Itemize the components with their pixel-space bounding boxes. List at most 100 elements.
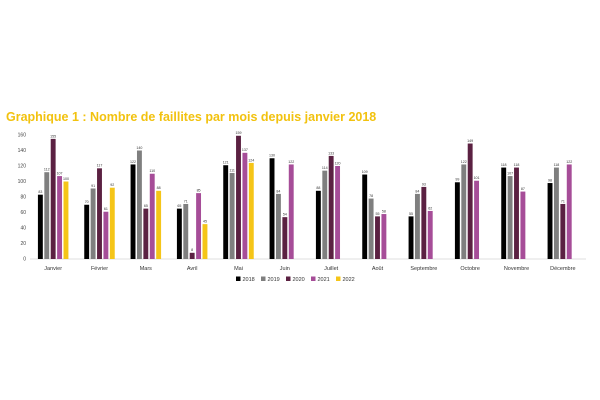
data-label: 93: [422, 182, 426, 186]
data-label: 84: [276, 189, 280, 193]
category-label: Octobre: [460, 266, 480, 272]
y-tick-label: 100: [18, 179, 27, 185]
bar-2020: [97, 168, 102, 259]
legend-label: 2020: [293, 277, 305, 283]
bar-2020: [143, 208, 149, 259]
data-label: 149: [467, 139, 473, 143]
bar-2020: [328, 155, 334, 259]
bar-2021: [57, 176, 63, 259]
bar-2019: [553, 167, 559, 259]
bar-2019: [322, 170, 328, 259]
bar-2019: [275, 193, 281, 259]
bar-2018: [269, 158, 275, 259]
bar-2018: [84, 204, 90, 259]
data-label: 65: [144, 204, 148, 208]
data-label: 130: [269, 154, 275, 158]
bar-2021: [196, 193, 202, 259]
y-tick-label: 0: [23, 257, 26, 263]
data-label: 83: [38, 190, 42, 194]
bar-2020: [421, 186, 427, 259]
bar-2021: [149, 173, 155, 259]
bar-2021: [335, 166, 341, 259]
y-tick-label: 20: [20, 241, 26, 247]
data-label: 85: [197, 189, 201, 193]
y-tick-label: 160: [18, 133, 27, 139]
data-label: 155: [50, 134, 56, 138]
data-label: 110: [149, 169, 155, 173]
category-label: Mai: [234, 266, 243, 272]
data-label: 107: [57, 171, 63, 175]
y-tick-label: 120: [18, 164, 27, 170]
category-label: Mars: [140, 266, 152, 272]
bar-2018: [315, 190, 321, 259]
data-label: 91: [91, 184, 95, 188]
data-label: 118: [501, 163, 507, 167]
data-label: 122: [288, 160, 294, 164]
data-label: 120: [335, 161, 341, 165]
data-label: 122: [130, 160, 136, 164]
bar-2018: [362, 174, 368, 259]
data-label: 55: [409, 212, 413, 216]
data-label: 137: [242, 148, 248, 152]
bar-2020: [514, 167, 519, 259]
bar-2021: [520, 191, 526, 259]
legend-label: 2019: [268, 277, 280, 283]
category-label: Février: [91, 266, 108, 272]
category-label: Janvier: [44, 266, 62, 272]
data-label: 118: [514, 163, 520, 167]
data-label: 62: [428, 206, 432, 210]
data-label: 112: [44, 168, 50, 172]
data-label: 122: [461, 160, 467, 164]
data-label: 101: [474, 176, 480, 180]
legend-swatch-2020: [286, 276, 291, 281]
data-label: 133: [328, 151, 334, 155]
legend-label: 2018: [243, 277, 255, 283]
bar-2021: [288, 164, 294, 259]
bar-2019: [368, 198, 374, 259]
bar-2020: [236, 135, 241, 259]
data-label: 107: [507, 171, 513, 175]
bar-2019: [44, 172, 50, 259]
bar-2020: [560, 203, 566, 259]
bar-2020: [50, 138, 56, 259]
bar-2020: [189, 252, 195, 259]
category-label: Avril: [187, 266, 198, 272]
data-label: 71: [184, 199, 188, 203]
category-label: Septembre: [410, 266, 437, 272]
legend-swatch-2018: [236, 276, 241, 281]
bar-2022: [63, 181, 69, 259]
y-tick-label: 80: [20, 195, 26, 201]
data-label: 140: [136, 146, 142, 150]
chart-title: Graphique 1 : Nombre de faillites par mo…: [6, 110, 377, 124]
bar-2018: [130, 164, 136, 259]
bar-2019: [183, 203, 189, 259]
bar-2019: [136, 150, 142, 259]
bar-2018: [223, 165, 229, 259]
bar-2020: [467, 143, 473, 259]
y-tick-label: 140: [18, 148, 27, 154]
bar-2021: [381, 214, 387, 259]
bar-2020: [375, 216, 380, 259]
legend-label: 2022: [343, 277, 355, 283]
bar-2019: [229, 172, 235, 259]
bar-2019: [414, 193, 420, 259]
category-label: Août: [372, 266, 384, 272]
data-label: 54: [283, 213, 287, 217]
bar-2020: [282, 217, 288, 259]
data-label: 109: [362, 170, 368, 174]
bar-2022: [109, 187, 115, 259]
data-label: 87: [521, 187, 525, 191]
bar-2019: [90, 188, 96, 259]
data-label: 100: [63, 177, 69, 181]
bar-2018: [37, 194, 43, 259]
bar-2018: [454, 182, 460, 259]
data-label: 121: [223, 161, 229, 165]
legend-swatch-2021: [311, 276, 316, 281]
y-tick-label: 40: [20, 226, 26, 232]
bar-2021: [427, 210, 433, 259]
data-label: 78: [369, 194, 373, 198]
category-label: Juin: [280, 266, 290, 272]
data-label: 117: [97, 164, 103, 168]
data-label: 159: [236, 131, 242, 135]
